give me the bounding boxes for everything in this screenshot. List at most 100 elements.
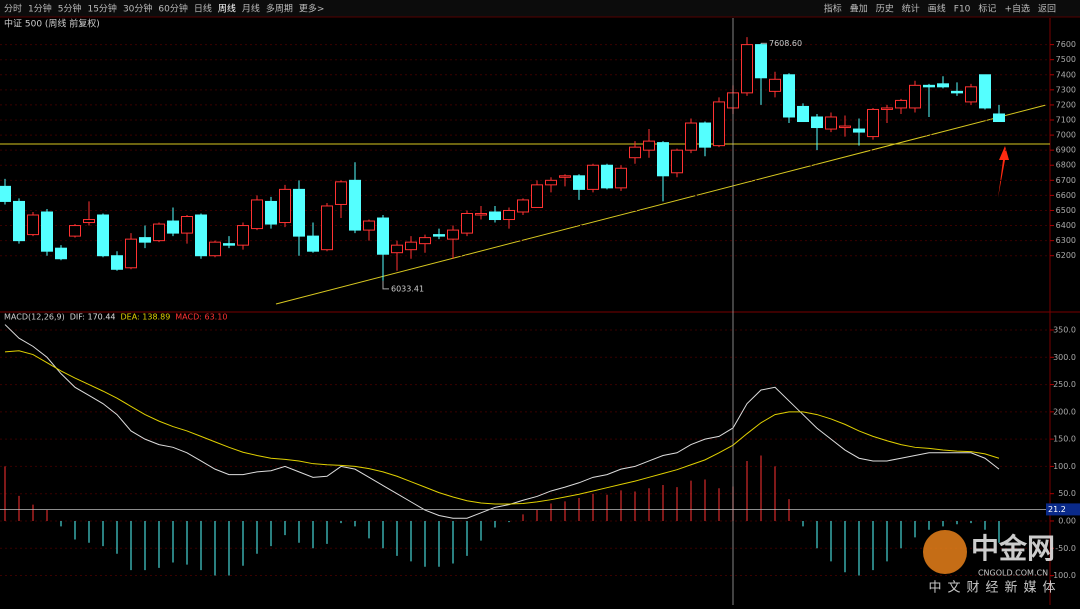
tool-button[interactable]: 标记	[978, 3, 996, 15]
candle-body	[699, 122, 711, 148]
candle-body	[41, 211, 53, 252]
tool-button[interactable]: 画线	[928, 3, 946, 15]
candle-body	[909, 84, 921, 109]
cursor-label: 21.2	[1048, 505, 1066, 514]
y-tick-label: 7600	[1056, 40, 1076, 49]
candle-body	[69, 225, 81, 237]
tool-button[interactable]: F10	[954, 5, 971, 15]
candle-body	[111, 255, 123, 270]
candle-body	[97, 214, 109, 257]
candle-body	[363, 220, 375, 231]
annotation-leader	[382, 280, 389, 290]
y-tick-label: 0.00	[1058, 516, 1076, 525]
candle-body	[209, 241, 221, 257]
annotation: 7608.60	[769, 39, 802, 48]
tool-button[interactable]: 统计	[902, 3, 920, 15]
tab[interactable]: 30分钟	[123, 3, 152, 15]
y-tick-label: 350.0	[1053, 326, 1076, 335]
candle-body	[321, 205, 333, 251]
line	[4, 324, 1000, 519]
candle-body	[559, 175, 571, 178]
tab[interactable]: 15分钟	[87, 3, 116, 15]
toolbar	[0, 0, 1080, 17]
candle-body	[27, 214, 39, 236]
candle-body	[671, 149, 683, 174]
arrow	[998, 146, 1009, 198]
tab[interactable]: 周线	[218, 3, 236, 15]
tab[interactable]: 60分钟	[158, 3, 187, 15]
tab[interactable]: 日线	[194, 3, 212, 15]
y-tick-label: 250.0	[1053, 380, 1076, 389]
candle-body	[923, 84, 935, 88]
candle-body	[517, 199, 529, 213]
candle-body	[587, 164, 599, 190]
candle-body	[713, 101, 725, 147]
candle-body	[979, 74, 991, 109]
y-tick-label: 6900	[1056, 146, 1076, 155]
y-tick-label: 7200	[1056, 100, 1076, 109]
line	[4, 350, 1000, 505]
cursor-box	[1046, 503, 1080, 516]
y-tick-label: 150.0	[1053, 435, 1076, 444]
candle-body	[545, 179, 557, 186]
candle-body	[139, 237, 151, 243]
tab[interactable]: 5分钟	[58, 3, 82, 15]
candle-body	[0, 185, 11, 202]
tool-button[interactable]: +自选	[1004, 3, 1030, 15]
wm-domain: CNGOLD.COM.CN	[978, 569, 1048, 578]
candle-body	[475, 212, 487, 216]
wm-slogan: 中文财经新媒体	[928, 580, 1061, 596]
y-tick-label: -100.0	[1050, 571, 1076, 580]
y-tick-label: 7100	[1056, 116, 1076, 125]
tool-button[interactable]: 指标	[824, 3, 842, 15]
tab[interactable]: 1分钟	[28, 3, 52, 15]
candle-body	[797, 105, 809, 123]
candle-body	[895, 99, 907, 109]
candle-body	[181, 216, 193, 234]
watermark: 中金网 CNGOLD.COM.CN 中文财经新媒体	[923, 530, 1061, 596]
candle-body	[769, 78, 781, 92]
candle-body	[839, 125, 851, 129]
candle-body	[825, 116, 837, 130]
candle-body	[489, 211, 501, 221]
tool-button[interactable]: 历史	[876, 3, 894, 15]
chart-title: 中证 500 (周线 前复权)	[4, 18, 100, 30]
y-tick-label: 7500	[1056, 55, 1076, 64]
y-tick-label: 100.0	[1053, 462, 1076, 471]
candle-body	[335, 181, 347, 205]
tool-button[interactable]: 叠加	[850, 4, 868, 15]
tab[interactable]: 更多>	[299, 3, 325, 15]
legend-entry: MACD(12,26,9)	[4, 313, 65, 322]
candle-body	[951, 90, 963, 94]
candle-body	[377, 217, 389, 255]
candle-body	[167, 220, 179, 234]
candle-body	[279, 188, 291, 224]
tab[interactable]: 多周期	[266, 3, 293, 15]
y-tick-label: 7300	[1056, 85, 1076, 94]
candle-body	[391, 244, 403, 254]
legend-entry: DEA: 138.89	[121, 313, 171, 322]
candle-body	[531, 184, 543, 208]
y-tick-label: 200.0	[1053, 407, 1076, 416]
candle-body	[307, 235, 319, 252]
candle-body	[937, 83, 949, 88]
tab[interactable]: 月线	[242, 3, 260, 15]
candle-body	[685, 122, 697, 151]
candle-body	[783, 74, 795, 118]
candle-body	[237, 225, 249, 246]
y-tick-label: 6500	[1056, 206, 1076, 215]
candle-body	[601, 164, 613, 189]
candle-body	[629, 146, 641, 159]
y-tick-label: 6300	[1056, 236, 1076, 245]
candle-body	[643, 140, 655, 151]
y-tick-label: -50.0	[1055, 544, 1076, 553]
y-tick-label: 6800	[1056, 161, 1076, 170]
y-tick-label: 7400	[1056, 70, 1076, 79]
candle-body	[433, 234, 445, 237]
trend-line	[275, 104, 1047, 305]
candle-body	[615, 167, 627, 189]
tab[interactable]: 分时	[4, 3, 22, 15]
candle-body	[853, 128, 865, 133]
tool-button[interactable]: 返回	[1038, 3, 1056, 15]
